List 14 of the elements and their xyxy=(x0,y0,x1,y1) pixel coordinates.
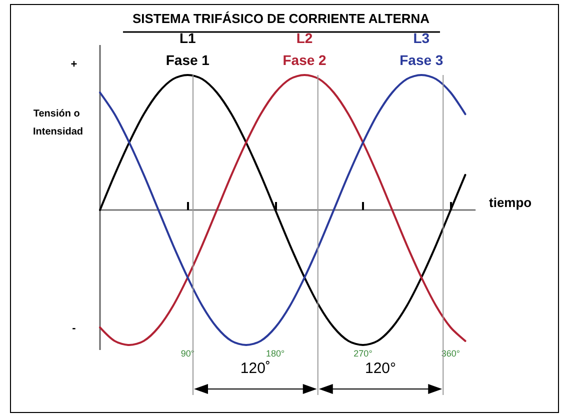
x-tick-label: 360° xyxy=(441,348,460,358)
chart-title: SISTEMA TRIFÁSICO DE CORRIENTE ALTERNA xyxy=(132,11,430,26)
y-axis-title: Tensión o Intensidad xyxy=(32,108,84,138)
text: - xyxy=(72,322,76,334)
x-tick-label: 180° xyxy=(266,348,286,358)
x-tick-label: 270° xyxy=(354,348,373,358)
x-axis-title: tiempo xyxy=(489,195,532,210)
text: 120˚ xyxy=(240,360,270,377)
series-label: L1 Fase 1 xyxy=(166,30,210,68)
series-label: L3 Fase 3 xyxy=(400,30,444,68)
series-label: L2 Fase 2 xyxy=(282,30,327,68)
text: 120° xyxy=(364,360,396,377)
x-tick-label: 90° xyxy=(180,348,195,358)
text: + xyxy=(70,58,78,70)
